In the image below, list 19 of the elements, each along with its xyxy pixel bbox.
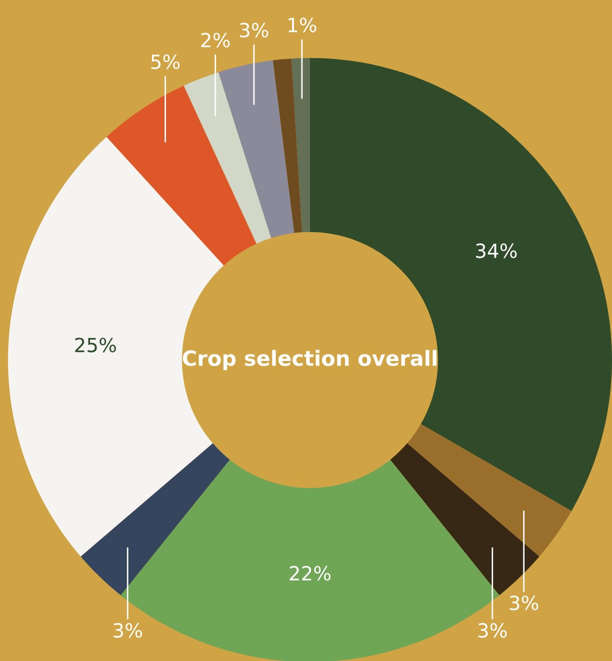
data-label: 34% xyxy=(476,243,517,258)
donut-slice xyxy=(80,443,230,596)
data-label: 25% xyxy=(75,338,116,352)
data-label: 3% xyxy=(114,623,142,638)
data-label: 5% xyxy=(151,54,180,70)
data-label: 2% xyxy=(201,32,230,48)
donut-slice xyxy=(184,72,272,244)
data-label: 3% xyxy=(510,596,538,610)
data-label: 1% xyxy=(288,18,316,32)
text: Crop selection overall xyxy=(182,350,436,370)
data-label: 3% xyxy=(240,22,268,38)
data-label: 22% xyxy=(290,566,331,581)
donut-slice xyxy=(218,60,294,238)
donut-slice xyxy=(390,443,540,596)
donut-slice xyxy=(106,86,256,266)
data-label: 3% xyxy=(478,623,507,638)
donut-slice xyxy=(291,58,310,232)
donut-slice xyxy=(407,424,572,556)
donut-slice xyxy=(272,58,302,233)
